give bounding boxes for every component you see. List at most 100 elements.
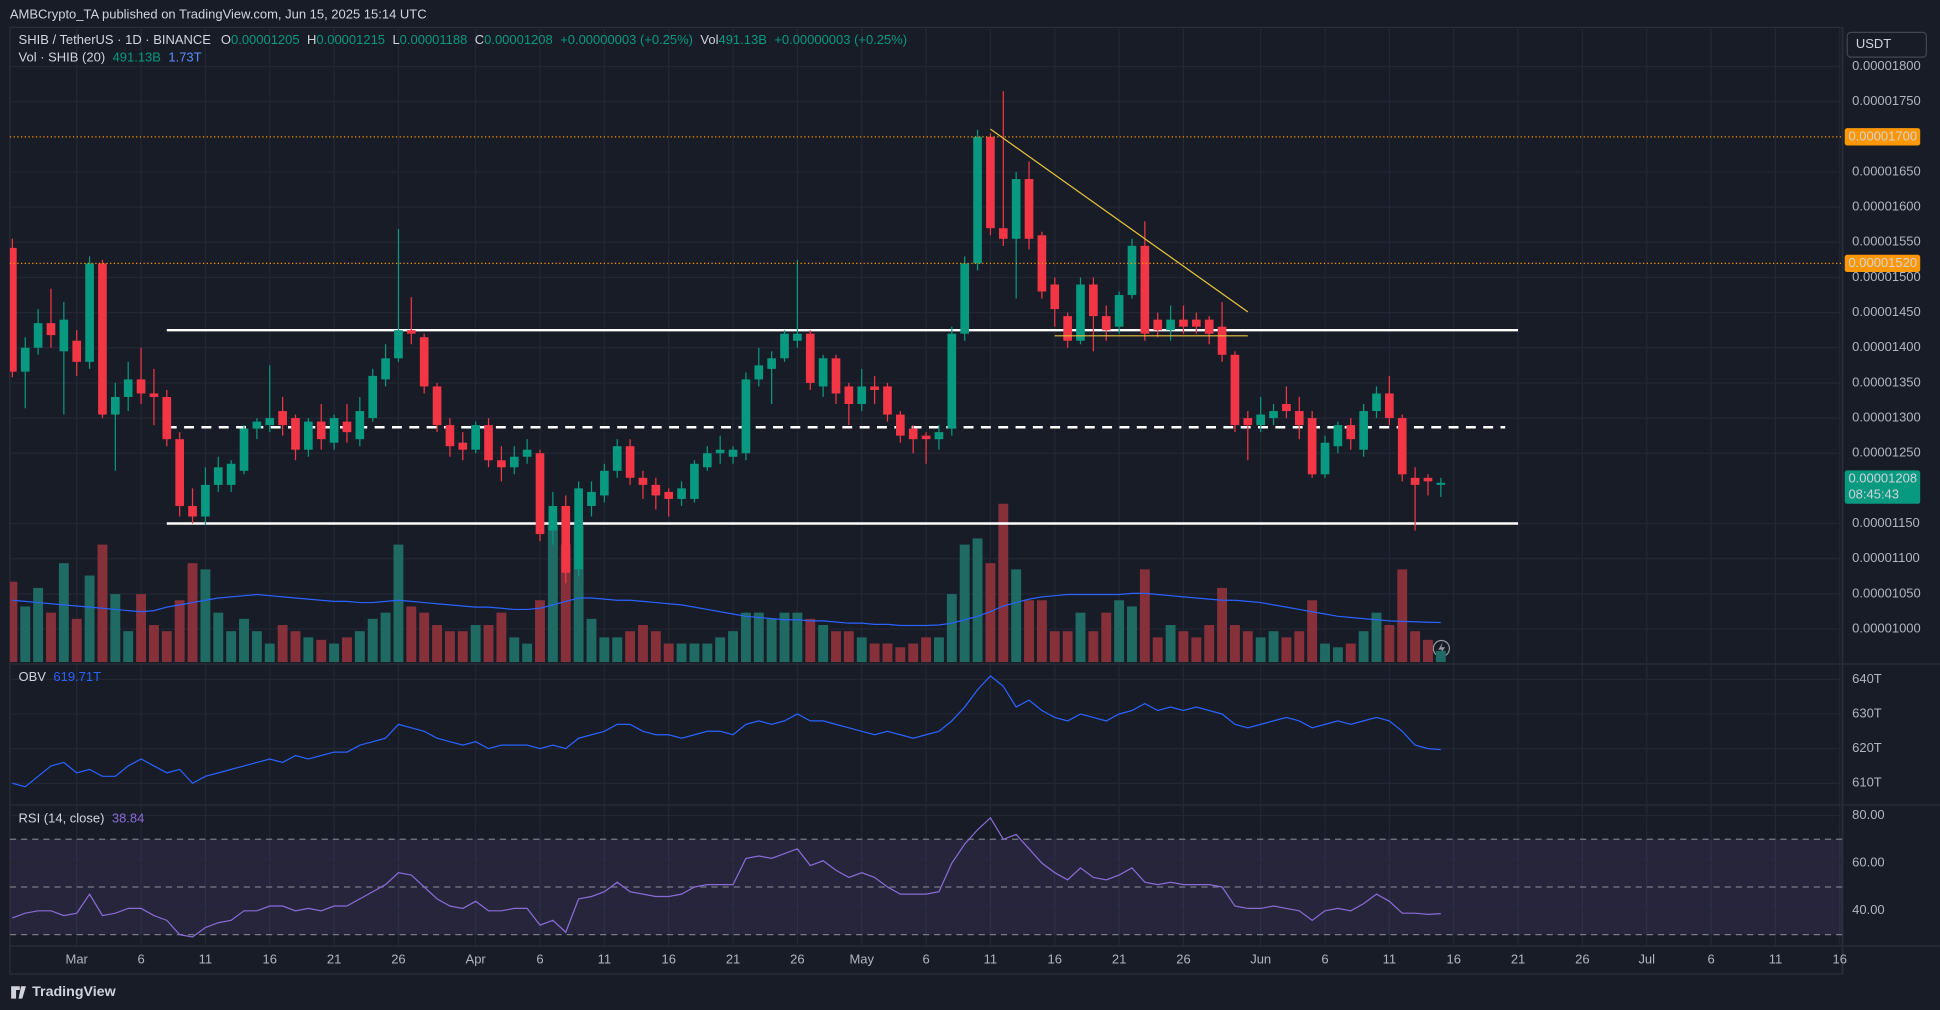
legend-vol-key: Vol	[700, 32, 718, 47]
volume-bar	[9, 581, 18, 663]
candle-body	[857, 386, 867, 405]
candle-body	[831, 358, 841, 394]
replay-icon-bolt	[1438, 642, 1446, 655]
volume-bar	[702, 643, 713, 663]
volume-bar	[1114, 600, 1125, 663]
volume-bar	[1268, 631, 1279, 663]
candle-body	[342, 421, 352, 433]
candle-body	[471, 425, 480, 450]
volume-bar	[856, 637, 867, 663]
candle-body	[1114, 295, 1124, 327]
legend-vol: 491.13B	[718, 32, 766, 47]
candle-body	[1243, 418, 1253, 426]
candle-body	[651, 484, 661, 496]
candle-body	[1423, 477, 1433, 482]
candle-body	[239, 428, 249, 471]
candle-body	[805, 333, 815, 383]
header: AMBCrypto_TA published on TradingView.co…	[10, 6, 427, 21]
y-tick-label: 610T	[1852, 775, 1882, 790]
candle-body	[136, 379, 146, 394]
volume-bar	[316, 639, 327, 663]
y-tick-label: 0.00001600	[1852, 199, 1921, 214]
candle-body	[98, 263, 107, 415]
x-tick-label: 6	[1321, 952, 1328, 967]
y-tick-label: 0.00001450	[1852, 304, 1921, 319]
candle-body	[561, 505, 571, 573]
candle-body	[1282, 404, 1291, 412]
volume-bar	[290, 631, 301, 663]
candle-body	[1372, 393, 1381, 412]
volume-bar	[123, 631, 134, 663]
volume-bar	[1036, 600, 1047, 663]
candle-body	[728, 449, 738, 457]
volume-bar	[213, 612, 224, 663]
indicator-name: RSI (14, close)	[19, 811, 105, 826]
volume-bar	[1178, 631, 1189, 663]
candle-body	[291, 418, 300, 450]
footer: TradingView	[32, 984, 116, 1000]
candle-body	[432, 386, 442, 426]
volume-bar	[444, 631, 455, 663]
volume-bar	[676, 643, 687, 663]
candle-body	[368, 375, 378, 419]
candle-body	[522, 449, 532, 457]
volume-bar	[779, 612, 790, 663]
x-tick-label: 6	[922, 952, 929, 967]
countdown: 08:45:43	[1848, 487, 1899, 502]
volume-name: Vol · SHIB (20)	[19, 50, 106, 65]
volume-bar	[354, 631, 365, 663]
candle-body	[600, 470, 609, 496]
candle-body	[844, 386, 854, 405]
candle-body	[59, 319, 69, 352]
last-price-tag	[1844, 470, 1921, 504]
volume-legend: Vol · SHIB (20) 491.13B 1.73T	[19, 50, 202, 65]
indicator-line	[12, 675, 1441, 788]
candle-body	[1294, 411, 1304, 426]
candle-body	[406, 330, 416, 334]
candle-body	[1217, 326, 1227, 355]
candle-body	[973, 136, 982, 264]
candle-body	[896, 414, 905, 436]
volume-bar	[792, 612, 803, 663]
volume-bar	[663, 643, 674, 663]
volume-bar	[110, 594, 121, 663]
volume-bar	[1152, 637, 1163, 663]
candle-body	[793, 333, 802, 341]
x-tick-label: 6	[536, 952, 543, 967]
volume-bar	[1294, 631, 1305, 663]
volume-bar	[1165, 625, 1176, 663]
indicator-value: 38.84	[112, 811, 145, 826]
x-tick-label: 16	[1048, 952, 1062, 967]
x-tick-label: Jul	[1638, 952, 1655, 967]
volume-bar	[1307, 600, 1318, 663]
candle-body	[1333, 425, 1343, 447]
legend-vol-change: +0.00000003 (+0.25%)	[774, 32, 907, 47]
indicator-line	[12, 816, 1441, 938]
volume-bar	[380, 612, 391, 663]
candle-body	[1063, 316, 1072, 341]
indicator-value: 619.71T	[53, 670, 101, 685]
candle-body	[947, 333, 957, 429]
candle-body	[484, 425, 493, 461]
volume-bar	[908, 643, 919, 663]
currency-box[interactable]	[1846, 31, 1928, 58]
candle-body	[381, 358, 390, 380]
x-tick-label: 26	[391, 952, 405, 967]
volume-bar	[1384, 625, 1395, 663]
volume-bar	[496, 612, 507, 663]
volume-bar	[1423, 639, 1433, 663]
volume-bar	[174, 600, 185, 663]
volume-bar	[20, 606, 31, 663]
volume-bar	[946, 594, 957, 663]
y-tick-label: 0.00001050	[1852, 585, 1921, 600]
volume-ma-line	[12, 592, 1441, 627]
legend-value: 0.00001208	[484, 32, 553, 47]
candle-body	[445, 425, 455, 447]
volume-bar	[625, 631, 636, 663]
x-tick-label: 16	[263, 952, 277, 967]
candle-body	[355, 411, 365, 440]
candle-body	[1140, 245, 1150, 334]
candle-body	[304, 421, 313, 450]
